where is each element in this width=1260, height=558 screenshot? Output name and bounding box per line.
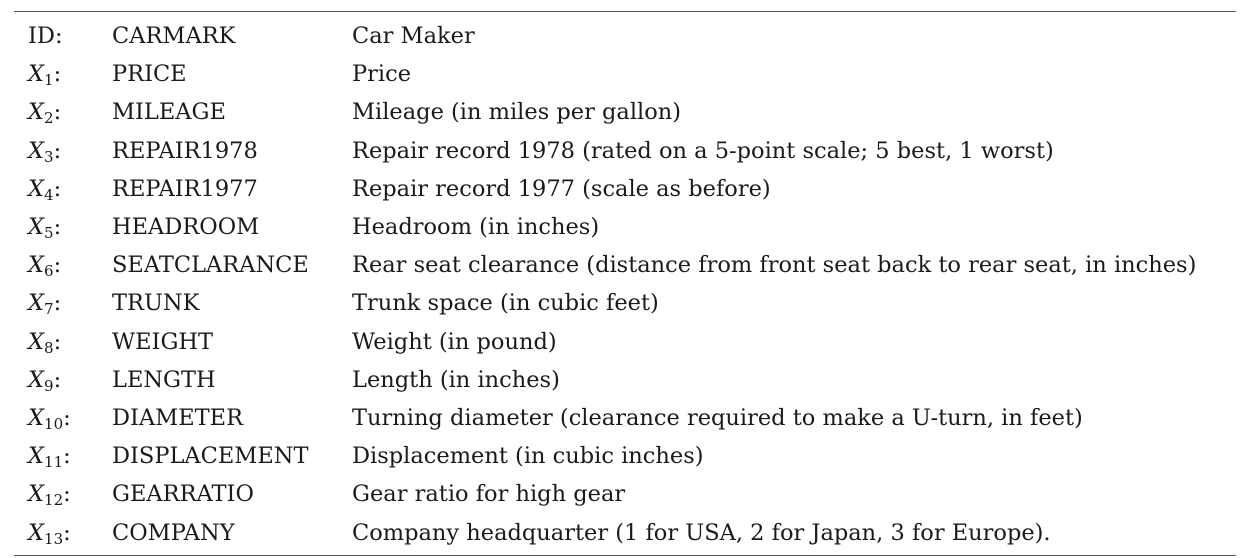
variable-subscript: 3 [44,147,54,166]
variable-description: Repair record 1978 (rated on a 5-point s… [352,137,1054,164]
variable-id-text: ID [28,23,55,50]
variable-subscript: 10 [44,414,64,433]
table-row: X11: DISPLACEMENT Displacement (in cubic… [14,437,1236,475]
variable-subscript: 12 [44,491,64,510]
variable-code: DISPLACEMENT [112,443,309,470]
table-row: X6: SEATCLARANCE Rear seat clearance (di… [14,246,1236,284]
variable-subscript: 13 [44,529,64,548]
variable-description: Rear seat clearance (distance from front… [352,252,1197,279]
variable-code: DIAMETER [112,404,244,431]
variable-id: X4: [28,175,62,204]
variable-symbol: X [28,252,45,279]
variable-symbol: X [28,290,45,317]
variable-code: GEARRATIO [112,481,254,508]
variable-id: ID: [28,23,63,50]
variable-subscript: 7 [44,300,54,319]
table-row: X9: LENGTH Length (in inches) [14,361,1236,399]
variable-description: Displacement (in cubic inches) [352,443,704,470]
variable-id: X13: [28,519,71,548]
variable-description: Car Maker [352,23,475,50]
variable-symbol: X [28,366,45,393]
table-row: X12: GEARRATIO Gear ratio for high gear [14,475,1236,513]
variable-id: X3: [28,137,62,166]
variable-id: X9: [28,366,62,395]
table-row: X1: PRICE Price [14,55,1236,93]
variable-id: X1: [28,61,62,90]
variable-subscript: 1 [44,71,54,90]
variable-description: Mileage (in miles per gallon) [352,99,682,126]
variable-description: Gear ratio for high gear [352,481,626,508]
variable-symbol: X [28,404,45,431]
variable-symbol: X [28,214,45,241]
variable-id: X12: [28,481,71,510]
variable-code: REPAIR1978 [112,137,258,164]
variable-subscript: 5 [44,224,54,243]
table-row: X8: WEIGHT Weight (in pound) [14,323,1236,361]
variable-code: MILEAGE [112,99,226,126]
variable-description: Turning diameter (clearance required to … [352,404,1083,431]
variable-description: Trunk space (in cubic feet) [352,290,659,317]
variable-id: X5: [28,214,62,243]
variable-subscript: 8 [44,338,54,357]
variable-symbol: X [28,328,45,355]
variable-id: X10: [28,404,71,433]
table-row: X2: MILEAGE Mileage (in miles per gallon… [14,93,1236,131]
variable-subscript: 4 [44,185,54,204]
variable-description: Price [352,61,412,88]
variable-symbol: X [28,481,45,508]
variable-subscript: 9 [44,376,54,395]
variable-code: LENGTH [112,366,216,393]
table-row: ID: CARMARK Car Maker [14,17,1236,55]
variable-description: Weight (in pound) [352,328,557,355]
variable-symbol: X [28,443,45,470]
variable-code: PRICE [112,61,187,88]
variable-id: X11: [28,443,71,472]
variable-symbol: X [28,61,45,88]
variable-id: X2: [28,99,62,128]
table-row: X10: DIAMETER Turning diameter (clearanc… [14,399,1236,437]
variable-symbol: X [28,519,45,546]
variable-id: X7: [28,290,62,319]
variable-description: Length (in inches) [352,366,560,393]
variable-code: SEATCLARANCE [112,252,309,279]
table-row: X5: HEADROOM Headroom (in inches) [14,208,1236,246]
variable-code: TRUNK [112,290,200,317]
variable-subscript: 11 [44,453,64,472]
variable-symbol: X [28,99,45,126]
table-row: X4: REPAIR1977 Repair record 1977 (scale… [14,170,1236,208]
variable-description: Company headquarter (1 for USA, 2 for Ja… [352,519,1051,546]
variable-id: X8: [28,328,62,357]
variable-code: CARMARK [112,23,236,50]
variable-symbol: X [28,175,45,202]
variable-symbol: X [28,137,45,164]
variable-code: WEIGHT [112,328,214,355]
table-row: X7: TRUNK Trunk space (in cubic feet) [14,284,1236,322]
variable-code: HEADROOM [112,214,260,241]
variable-code: COMPANY [112,519,235,546]
variable-id: X6: [28,252,62,281]
variable-description: Repair record 1977 (scale as before) [352,175,771,202]
variable-subscript: 2 [44,109,54,128]
variable-subscript: 6 [44,262,54,281]
table-row: X13: COMPANY Company headquarter (1 for … [14,513,1236,551]
variable-description: Headroom (in inches) [352,214,600,241]
table-row: X3: REPAIR1978 Repair record 1978 (rated… [14,132,1236,170]
variable-code: REPAIR1977 [112,175,258,202]
variable-table: ID: CARMARK Car Maker X1: PRICE Price X2… [14,11,1236,556]
